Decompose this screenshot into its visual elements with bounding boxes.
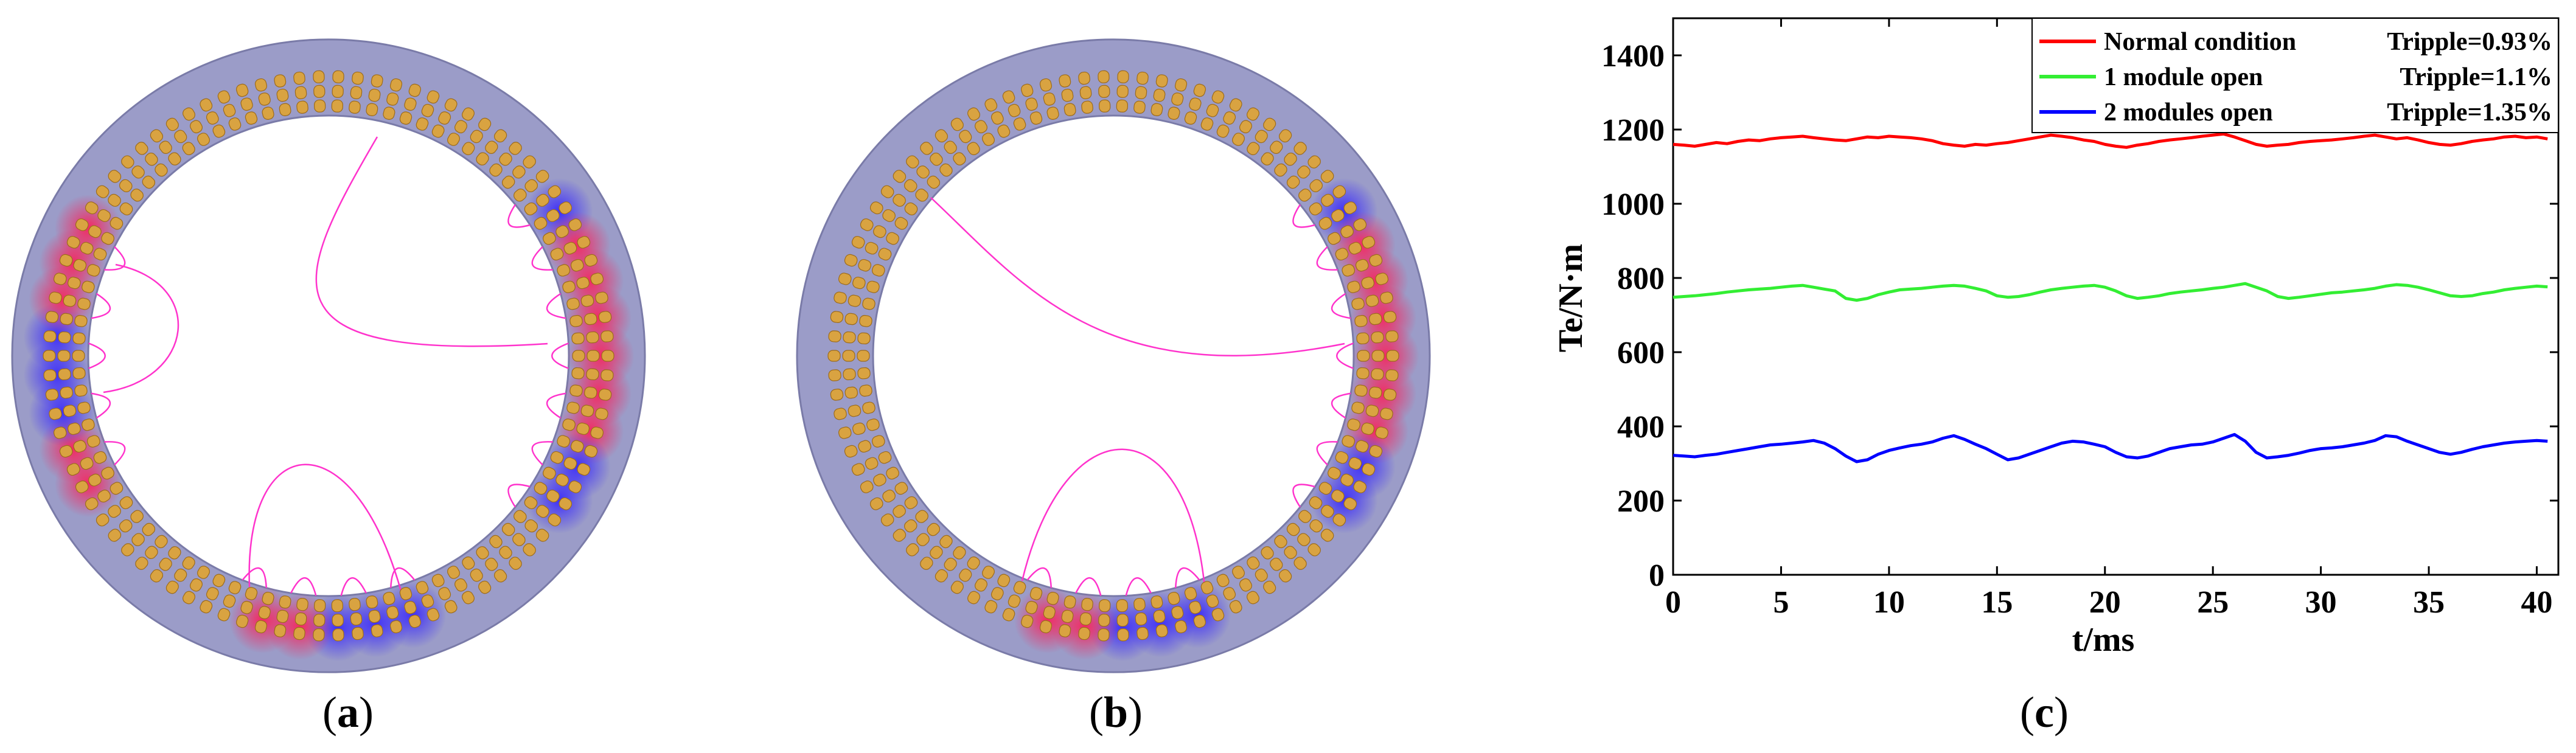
x-tick-label: 30	[2305, 585, 2337, 620]
series-line-0	[1673, 132, 2548, 149]
rotor-flux-line	[103, 263, 179, 394]
x-axis-label: t/ms	[2072, 621, 2135, 659]
x-tick-label: 15	[1981, 585, 2013, 620]
panel-c: 0 200 400 600 800 1000 1200 1400 0 5 10 15 20 25 30 35 4…	[1509, 0, 2576, 750]
y-tick-label: 200	[1617, 484, 1665, 519]
motor-b-flux-plot	[796, 38, 1431, 673]
rotor-flux-line	[930, 197, 1345, 356]
x-tick-label: 25	[2197, 585, 2229, 620]
y-tick-label: 1200	[1601, 113, 1665, 148]
chart-series	[1673, 132, 2548, 463]
torque-chart: 0 200 400 600 800 1000 1200 1400 0 5 10 15 20 25 30 35 4…	[1552, 17, 2560, 659]
caption-c: (c)	[2020, 688, 2069, 737]
panel-b: (b)	[785, 0, 1454, 750]
caption-a: (a)	[322, 688, 374, 737]
legend-label-2: 2 modules open	[2104, 99, 2273, 127]
rotor-flux-line	[248, 463, 403, 594]
flux-lines	[88, 136, 569, 596]
y-tick-label: 1000	[1601, 187, 1665, 222]
legend-label-0: Normal condition	[2104, 28, 2296, 56]
motor-a-flux-plot	[11, 38, 646, 673]
stator-core	[796, 38, 1431, 673]
x-tick-label: 0	[1665, 585, 1681, 620]
y-tick-label: 600	[1617, 336, 1665, 370]
stator-windings	[43, 70, 614, 642]
x-tick-label: 10	[1873, 585, 1905, 620]
x-tick-label: 35	[2413, 585, 2445, 620]
flux-density-field	[23, 178, 635, 662]
legend-label-1: 1 module open	[2104, 63, 2263, 91]
stator-core	[11, 38, 646, 673]
rotor-flux-line	[1021, 448, 1206, 588]
x-tick-label: 5	[1773, 585, 1789, 620]
y-tick-label: 0	[1649, 558, 1665, 593]
panel-a: (a)	[0, 0, 669, 750]
legend-ripple-1: Tripple=1.1%	[2400, 63, 2552, 91]
chart-axes: 0 200 400 600 800 1000 1200 1400 0 5 10 15 20 25 30 35 4…	[1601, 17, 2560, 620]
rotor-flux-line	[315, 136, 548, 347]
x-tick-label: 40	[2521, 585, 2553, 620]
y-tick-label: 400	[1617, 410, 1665, 445]
series-line-2	[1673, 432, 2548, 463]
caption-b: (b)	[1089, 688, 1143, 737]
legend-ripple-2: Tripple=1.35%	[2387, 99, 2552, 127]
y-tick-label: 800	[1617, 262, 1665, 296]
y-axis-label: Te/N·m	[1552, 244, 1590, 352]
stator-windings	[827, 70, 1399, 642]
flux-lines	[930, 197, 1354, 596]
x-tick-label: 20	[2089, 585, 2121, 620]
legend-box	[2031, 18, 2559, 133]
chart-legend: Normal condition Tripple=0.93% 1 module op…	[2031, 18, 2559, 133]
series-line-1	[1673, 282, 2548, 302]
y-tick-label: 1400	[1601, 39, 1665, 74]
legend-ripple-0: Tripple=0.93%	[2387, 28, 2552, 56]
